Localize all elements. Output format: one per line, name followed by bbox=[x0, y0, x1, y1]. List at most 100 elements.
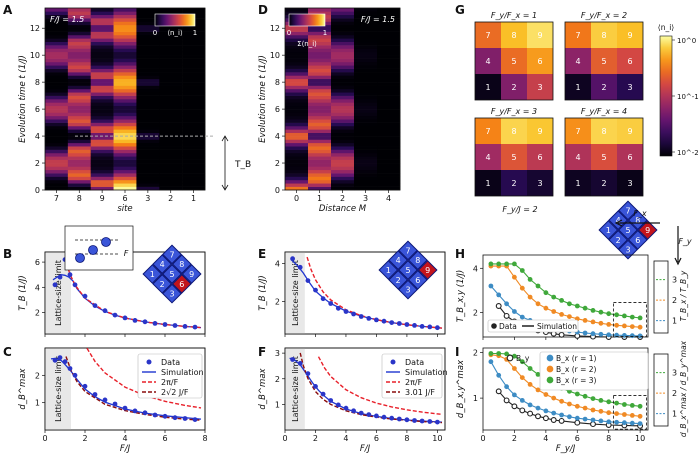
series-point bbox=[488, 351, 494, 356]
heatmap-cell bbox=[159, 173, 183, 177]
site-cell bbox=[617, 170, 643, 196]
heatmap-cell bbox=[159, 146, 183, 150]
heatmap-cell bbox=[331, 122, 355, 127]
heatmap-cell bbox=[285, 119, 309, 123]
site-number: 9 bbox=[627, 127, 632, 136]
heatmap-cell bbox=[45, 139, 69, 144]
right-axis-label: T_B_x / T_B_y bbox=[679, 270, 688, 321]
series-point bbox=[590, 331, 596, 337]
legend-label: 2π/F bbox=[161, 378, 179, 387]
heatmap-cell bbox=[159, 179, 183, 184]
heatmap-cell bbox=[308, 75, 332, 80]
heatmap-cell bbox=[113, 45, 137, 49]
heatmap-cell bbox=[113, 183, 137, 187]
heatmap-cell bbox=[331, 14, 355, 19]
heatmap-cell bbox=[136, 65, 160, 69]
y-tick-label: 4 bbox=[473, 264, 478, 273]
heatmap-cell bbox=[285, 125, 309, 130]
series-point bbox=[496, 372, 502, 378]
heatmap-cell bbox=[45, 82, 69, 86]
colorbar-max: 1 bbox=[193, 29, 197, 37]
panel-letter: I bbox=[455, 345, 459, 359]
site-number: 4 bbox=[575, 57, 580, 66]
heatmap-cell bbox=[113, 85, 137, 90]
heatmap-cell bbox=[113, 92, 137, 96]
lattice-site bbox=[608, 210, 629, 231]
heatmap-cell bbox=[113, 51, 137, 56]
series-point bbox=[606, 410, 612, 416]
site-cell bbox=[565, 170, 591, 196]
heatmap-cell bbox=[182, 132, 206, 137]
series-point bbox=[574, 403, 580, 409]
heatmap-cell bbox=[113, 132, 137, 137]
data-point bbox=[374, 413, 379, 419]
heatmap-cell bbox=[285, 129, 309, 134]
data-point bbox=[290, 357, 295, 362]
theory-line-2pi bbox=[317, 356, 443, 416]
heatmap-cell bbox=[354, 88, 378, 93]
heatmap-cell bbox=[354, 18, 378, 22]
heatmap-cell bbox=[67, 58, 92, 63]
heatmap-cell bbox=[136, 18, 160, 22]
heatmap-cell bbox=[159, 61, 183, 66]
heatmap-cell bbox=[45, 28, 69, 32]
site-number: 6 bbox=[627, 57, 632, 66]
series-point bbox=[496, 351, 502, 356]
heatmap-cell bbox=[377, 95, 401, 100]
heatmap-cell bbox=[159, 8, 183, 12]
heatmap-cell bbox=[159, 11, 183, 16]
lattice-site bbox=[637, 220, 658, 240]
heatmap-cell bbox=[354, 21, 378, 26]
lattice-size-limit-label: Lattice-size limit bbox=[291, 356, 300, 422]
heatmap-cell bbox=[285, 8, 309, 12]
data-point bbox=[335, 305, 341, 311]
site-number: 3 bbox=[627, 179, 632, 188]
heatmap-cell bbox=[45, 92, 69, 96]
heatmap-cell bbox=[45, 18, 69, 22]
x-tick-label: 2 bbox=[340, 194, 345, 203]
data-point bbox=[72, 282, 78, 288]
data-point bbox=[132, 318, 138, 323]
heatmap-cell bbox=[354, 78, 378, 83]
heatmap-cell bbox=[377, 115, 401, 120]
heatmap-cell bbox=[45, 149, 69, 154]
heatmap-cell bbox=[285, 163, 309, 167]
legend-label: Simulation bbox=[405, 368, 448, 377]
site-cell bbox=[501, 48, 527, 74]
colorbar-label: ⟨n_i⟩ bbox=[167, 29, 183, 37]
heatmap-cell bbox=[113, 152, 137, 157]
heatmap-cell bbox=[331, 166, 355, 171]
heatmap-cell bbox=[136, 156, 160, 160]
legend-label: B_x (r = 3) bbox=[556, 376, 597, 385]
data-point bbox=[358, 410, 364, 416]
heatmap-cell bbox=[377, 14, 401, 19]
lattice-site-label: 4 bbox=[616, 216, 621, 225]
site-cell bbox=[475, 170, 501, 196]
site-number: 6 bbox=[537, 153, 542, 162]
data-point bbox=[396, 321, 402, 326]
x-tick-label: 7 bbox=[54, 194, 59, 203]
y-tick-label: 0 bbox=[35, 186, 40, 195]
legend-label: Simulation bbox=[537, 322, 577, 331]
heatmap-cell bbox=[136, 55, 160, 59]
legend-label: Data bbox=[405, 358, 424, 367]
heatmap-cell bbox=[308, 95, 332, 100]
heatmap-cell bbox=[159, 82, 183, 86]
colorbar-tick-label: 10^0 bbox=[677, 37, 696, 45]
heatmap-cell bbox=[377, 99, 401, 103]
heatmap-cell bbox=[308, 156, 332, 160]
heatmap-cell bbox=[331, 156, 355, 160]
heatmap-cell bbox=[354, 163, 378, 167]
heatmap-cell bbox=[113, 102, 137, 107]
heatmap-cell bbox=[159, 102, 183, 107]
heatmap-cell bbox=[136, 24, 160, 29]
x-tick-label: 1 bbox=[191, 194, 196, 203]
heatmap-cell bbox=[182, 41, 206, 46]
series-point bbox=[519, 314, 525, 320]
heatmap-cell bbox=[136, 51, 160, 56]
series-point bbox=[614, 419, 619, 425]
heatmap-cell bbox=[285, 122, 309, 127]
heatmap-cell bbox=[67, 34, 92, 39]
heatmap-cell bbox=[182, 8, 206, 12]
heatmap-cell bbox=[182, 92, 206, 96]
